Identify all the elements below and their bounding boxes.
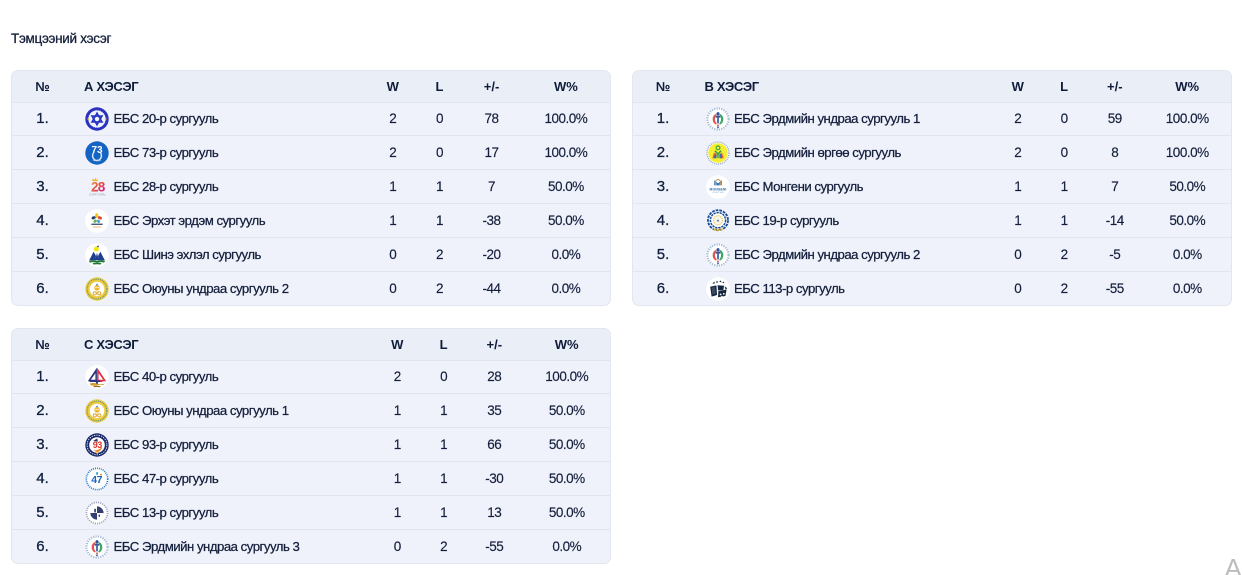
svg-text:28: 28 — [91, 179, 106, 194]
svg-text:MONGENI: MONGENI — [709, 187, 726, 191]
svg-text:СУРГУУЛЬ: СУРГУУЛЬ — [89, 192, 106, 196]
svg-text:93: 93 — [93, 440, 103, 450]
svg-text:73: 73 — [91, 145, 103, 156]
svg-text:47: 47 — [91, 474, 102, 486]
svg-text:CENTER: CENTER — [712, 192, 724, 194]
